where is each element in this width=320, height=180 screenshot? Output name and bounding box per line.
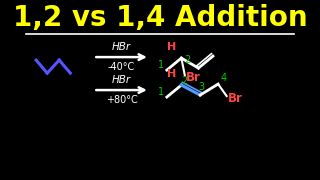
Text: +80°C: +80°C	[106, 95, 137, 105]
Text: HBr: HBr	[112, 42, 131, 52]
Text: 2: 2	[182, 76, 188, 86]
Text: 3: 3	[198, 82, 204, 92]
Text: HBr: HBr	[112, 75, 131, 85]
Text: 1,2 vs 1,4 Addition: 1,2 vs 1,4 Addition	[13, 4, 307, 32]
Text: -40°C: -40°C	[108, 62, 135, 72]
Text: Br: Br	[186, 71, 201, 84]
Text: H: H	[167, 69, 177, 79]
Text: 1: 1	[158, 60, 164, 70]
Text: H: H	[167, 42, 177, 52]
Text: Br: Br	[228, 92, 242, 105]
Text: 2: 2	[184, 55, 190, 65]
Text: 1: 1	[158, 87, 164, 97]
Text: 4: 4	[220, 73, 226, 83]
